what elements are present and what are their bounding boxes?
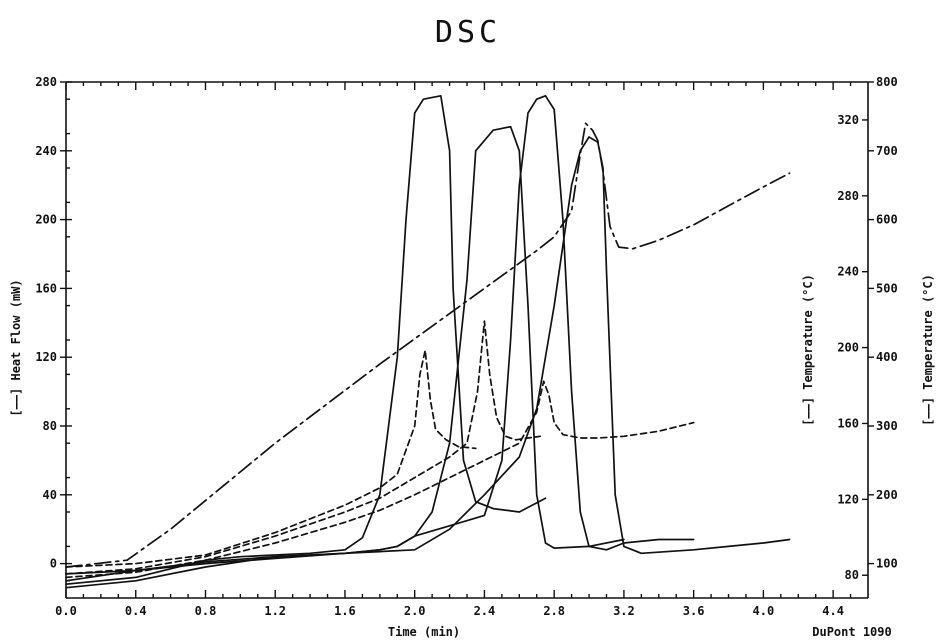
y-right-inner-tick-label: 280 <box>837 189 859 203</box>
series-line-1-solid <box>65 94 547 586</box>
y-right-inner-tick-label: 80 <box>845 568 859 582</box>
y-right-outer-tick-label: 700 <box>876 144 898 158</box>
y-left-tick-label: 280 <box>35 75 57 89</box>
y-right-inner-tick-label: 200 <box>837 341 859 355</box>
y-right-outer-tick-label: 600 <box>876 213 898 227</box>
x-tick-label: 0.8 <box>195 604 217 618</box>
series-line-6-dashed <box>65 320 542 575</box>
x-tick-label: 2.8 <box>543 604 565 618</box>
x-tick-label: 3.2 <box>613 604 635 618</box>
y-left-tick-label: 240 <box>35 144 57 158</box>
x-tick-label: 2.4 <box>474 604 496 618</box>
y-right-outer-tick-label: 200 <box>876 488 898 502</box>
series-line-4-solid <box>65 136 791 589</box>
y-right-inner-tick-label: 120 <box>837 492 859 506</box>
y-left-tick-label: 40 <box>43 488 57 502</box>
y-right-outer-tick-label: 400 <box>876 350 898 364</box>
y-left-tick-label: 80 <box>43 419 57 433</box>
ticks <box>60 81 874 598</box>
y-right-inner-tick-label: 160 <box>837 416 859 430</box>
y-right-inner-tick-label: 240 <box>837 265 859 279</box>
y-right-outer-tick-label: 100 <box>876 557 898 571</box>
y-left-tick-label: 0 <box>50 557 57 571</box>
y-left-tick-label: 160 <box>35 281 57 295</box>
y-axis-label-left: [——] Heat Flow (mW) <box>9 279 23 416</box>
tick-labels: 0.0 0.4 0.8 1.2 1.6 2.0 2.4 2.8 3.2 3.6 4.0 4.4 0 40 8… <box>35 75 897 618</box>
y-left-tick-label: 120 <box>35 350 57 364</box>
x-tick-label: 2.0 <box>404 604 426 618</box>
y-axis-label-right-outer: [——] Temperature (°C) <box>921 274 935 426</box>
x-tick-label: 3.6 <box>683 604 705 618</box>
series-line-8-dashdot <box>65 122 791 568</box>
x-tick-label: 1.6 <box>334 604 356 618</box>
y-right-outer-tick-label: 300 <box>876 419 898 433</box>
x-tick-label: 0.0 <box>55 604 77 618</box>
x-tick-label: 4.0 <box>753 604 775 618</box>
y-right-outer-tick-label: 800 <box>876 75 898 89</box>
x-axis-label: Time (min) <box>388 625 460 639</box>
instrument-label: DuPont 1090 <box>812 625 891 639</box>
x-tick-label: 4.4 <box>822 604 844 618</box>
series-line-2-solid <box>65 125 625 575</box>
series-line-7-dashed <box>65 380 695 579</box>
y-right-inner-tick-label: 320 <box>837 113 859 127</box>
x-tick-label: 1.2 <box>264 604 286 618</box>
y-axis-label-right-inner: [——] Temperature (°C) <box>801 274 815 426</box>
data-series <box>65 94 791 589</box>
series-line-5-dashed <box>65 349 477 568</box>
series-line-3-solid <box>65 94 695 582</box>
chart-title: DSC <box>435 15 501 50</box>
x-tick-label: 0.4 <box>125 604 147 618</box>
y-right-outer-tick-label: 500 <box>876 281 898 295</box>
y-left-tick-label: 200 <box>35 213 57 227</box>
